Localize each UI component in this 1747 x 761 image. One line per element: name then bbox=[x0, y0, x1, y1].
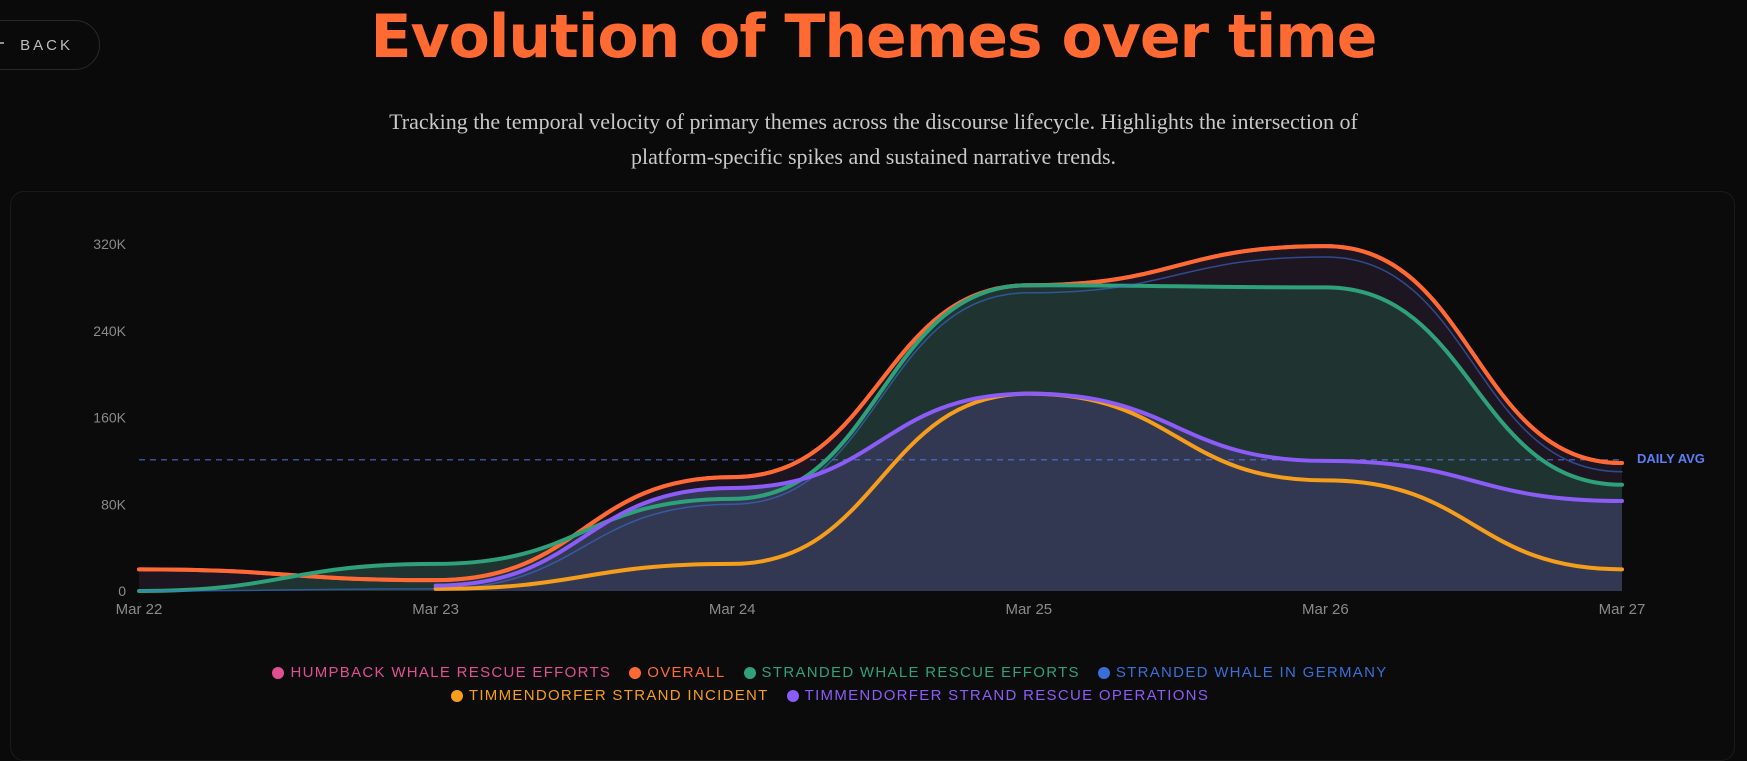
legend-label: TIMMENDORFER STRAND INCIDENT bbox=[468, 687, 769, 704]
legend-item[interactable]: STRANDED WHALE IN GERMANY bbox=[1097, 664, 1388, 681]
legend-dot-icon bbox=[1097, 666, 1110, 679]
chart-legend: HUMPBACK WHALE RESCUE EFFORTS OVERALL STRA… bbox=[130, 664, 1530, 704]
series-line bbox=[433, 391, 1624, 588]
legend-dot-icon bbox=[272, 666, 285, 679]
series-area bbox=[435, 393, 1623, 591]
legend-dot-icon bbox=[629, 666, 642, 679]
page-subtitle: Tracking the temporal velocity of primar… bbox=[389, 109, 1358, 169]
y-tick-label: 320K bbox=[93, 236, 126, 252]
legend-label: TIMMENDORFER STRAND RESCUE OPERATIONS bbox=[804, 687, 1210, 704]
legend-dot-icon bbox=[450, 689, 463, 702]
themes-area-chart: 0 80K 160K 240K 320K Mar 22 Mar 23 Mar 24 Mar 25… bbox=[93, 236, 1646, 618]
back-label: BACK bbox=[20, 36, 73, 54]
x-tick-label: Mar 26 bbox=[1302, 601, 1349, 618]
series-line bbox=[138, 256, 1623, 592]
legend-label: STRANDED WHALE RESCUE EFFORTS bbox=[761, 664, 1080, 681]
y-tick-label: 0 bbox=[118, 583, 126, 599]
y-tick-label: 80K bbox=[101, 496, 127, 512]
legend-item[interactable]: HUMPBACK WHALE RESCUE EFFORTS bbox=[272, 664, 611, 681]
legend-item[interactable]: STRANDED WHALE RESCUE EFFORTS bbox=[743, 664, 1080, 681]
x-tick-label: Mar 23 bbox=[412, 601, 459, 618]
legend-item[interactable]: TIMMENDORFER STRAND RESCUE OPERATIONS bbox=[786, 687, 1210, 704]
y-tick-label: 240K bbox=[93, 323, 126, 339]
x-tick-label: Mar 24 bbox=[709, 601, 756, 618]
legend-label: HUMPBACK WHALE RESCUE EFFORTS bbox=[290, 664, 612, 681]
legend-label: OVERALL bbox=[647, 664, 726, 681]
series-line bbox=[137, 283, 1624, 593]
x-tick-label: Mar 22 bbox=[116, 601, 163, 618]
legend-dot-icon bbox=[786, 689, 799, 702]
x-tick-label: Mar 25 bbox=[1005, 601, 1052, 618]
daily-avg-label: DAILY AVG bbox=[1637, 451, 1705, 466]
legend-item[interactable]: TIMMENDORFER STRAND INCIDENT bbox=[450, 687, 769, 704]
arrow-left-icon bbox=[0, 34, 6, 56]
back-button[interactable]: BACK bbox=[0, 20, 100, 70]
series-line bbox=[137, 244, 1624, 583]
legend-label: STRANDED WHALE IN GERMANY bbox=[1115, 664, 1388, 681]
y-tick-label: 160K bbox=[93, 410, 126, 426]
legend-dot-icon bbox=[743, 666, 756, 679]
page-title: Evolution of Themes over time bbox=[370, 2, 1378, 72]
legend-item[interactable]: OVERALL bbox=[629, 664, 725, 681]
x-tick-label: Mar 27 bbox=[1599, 601, 1646, 618]
